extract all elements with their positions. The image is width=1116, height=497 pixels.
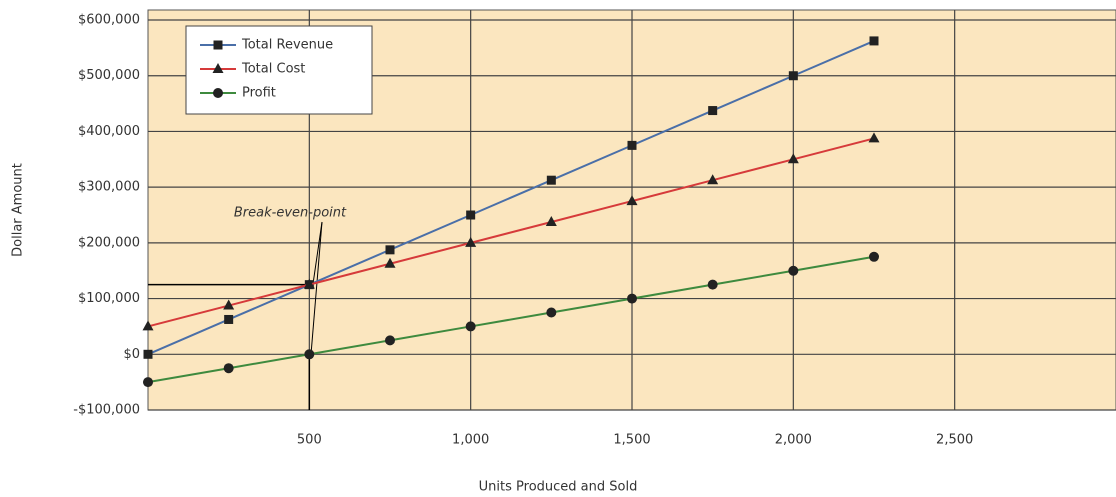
y-tick-label: -$100,000: [73, 403, 140, 418]
marker: [385, 245, 395, 255]
marker: [546, 175, 556, 185]
annotation-pointer: [312, 221, 323, 282]
marker: [213, 88, 223, 98]
y-tick-label: $500,000: [78, 68, 140, 83]
marker: [223, 299, 235, 310]
marker: [788, 71, 798, 81]
marker: [465, 321, 476, 332]
marker: [466, 210, 476, 220]
marker: [224, 314, 234, 324]
y-tick-label: $400,000: [78, 124, 140, 139]
marker: [142, 320, 154, 331]
marker: [626, 195, 638, 206]
marker: [223, 363, 234, 374]
marker: [143, 349, 153, 359]
y-tick-label: $0: [123, 347, 140, 362]
line: [147, 40, 875, 356]
legend: Total Revenue Total Cost Profit: [185, 25, 373, 115]
marker: [304, 349, 315, 360]
x-tick-label: 2,500: [936, 433, 973, 448]
x-tick-label: 500: [297, 433, 322, 448]
y-tick-label: $600,000: [78, 13, 140, 28]
annotation-pointer: [310, 221, 323, 351]
marker: [143, 377, 153, 388]
marker: [384, 257, 396, 268]
marker: [788, 265, 799, 276]
marker: [385, 335, 395, 346]
legend-label: Total Revenue: [241, 38, 333, 53]
marker: [707, 174, 719, 185]
y-tick-label: $300,000: [78, 180, 140, 195]
marker: [545, 215, 557, 226]
x-tick-label: 1,000: [452, 433, 489, 448]
legend-label: Profit: [242, 86, 276, 101]
marker: [627, 293, 637, 304]
legend-label: Total Cost: [241, 62, 305, 77]
marker: [465, 236, 477, 247]
annotation: Break-even-point: [234, 206, 347, 221]
y-tick-label: $200,000: [78, 235, 140, 250]
x-axis-label: Units Produced and Sold: [479, 480, 638, 495]
marker: [213, 40, 223, 50]
y-tick-label: $100,000: [78, 291, 140, 306]
marker: [868, 132, 880, 143]
marker: [303, 278, 315, 289]
marker: [869, 251, 879, 262]
marker: [212, 63, 224, 73]
marker: [627, 140, 637, 150]
marker: [707, 279, 718, 290]
marker: [869, 36, 879, 46]
marker: [708, 106, 718, 116]
marker: [787, 153, 799, 164]
x-tick-label: 2,000: [775, 433, 812, 448]
line: [147, 137, 875, 328]
marker: [546, 307, 557, 318]
x-tick-label: 1,500: [613, 433, 650, 448]
line: [147, 255, 875, 384]
y-axis-label: Dollar Amount: [11, 163, 26, 257]
